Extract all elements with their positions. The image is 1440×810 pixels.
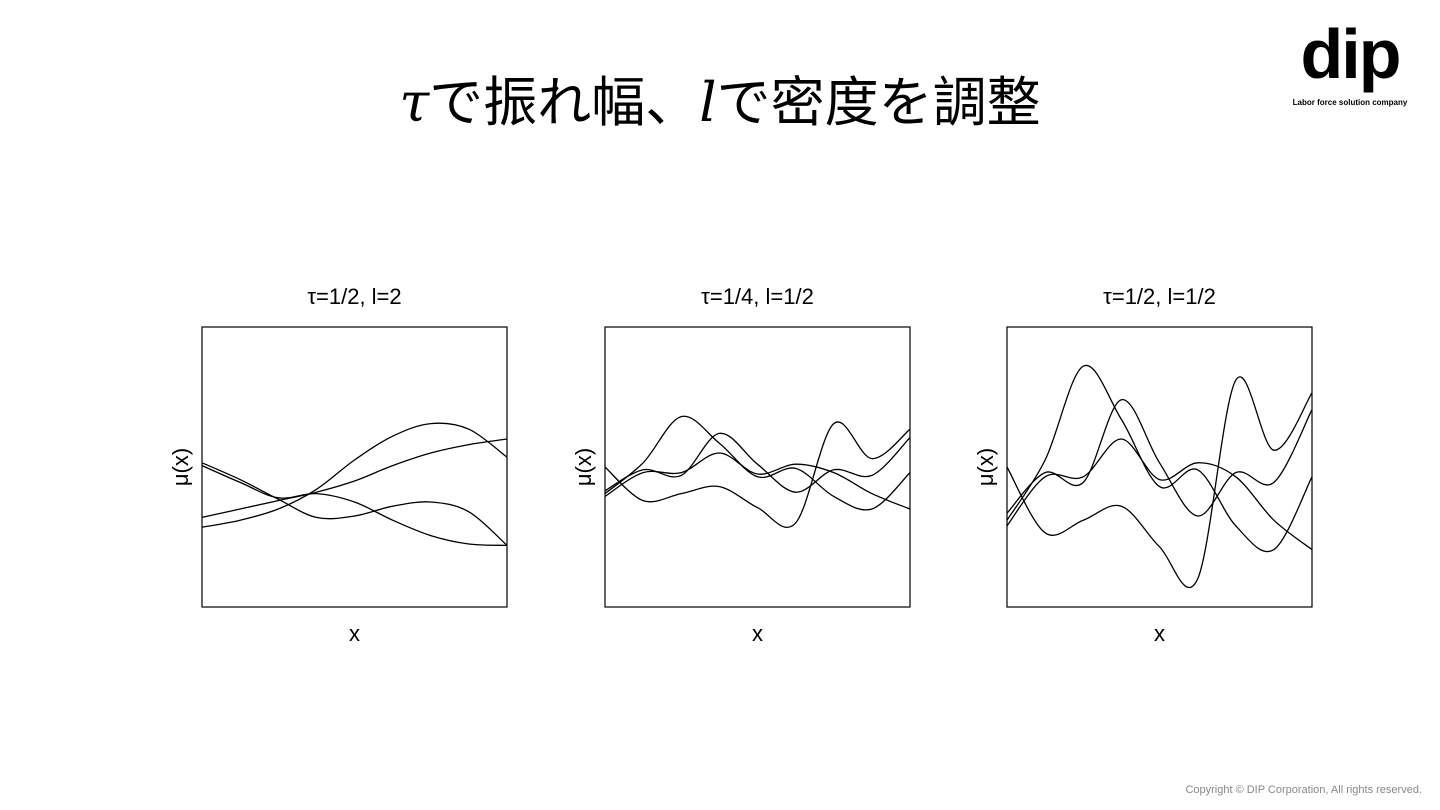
series-line-3 [1006, 399, 1313, 517]
chart-title: τ=1/4, l=1/2 [701, 284, 814, 309]
logo-tagline: Labor force solution company [1292, 98, 1408, 107]
chart-title: τ=1/2, l=1/2 [1103, 284, 1216, 309]
series-line-3 [201, 462, 508, 546]
x-axis-label: x [349, 621, 360, 646]
logo-mark: dip [1300, 15, 1402, 93]
slide-title: τで振れ幅、lで密度を調整 [0, 68, 1440, 138]
plot-frame [604, 326, 911, 608]
title-l: l [699, 71, 717, 134]
chart-title: τ=1/2, l=2 [307, 284, 401, 309]
title-text-1: で振れ幅、 [429, 71, 700, 134]
title-tau: τ [399, 71, 430, 134]
series-line-2 [1006, 376, 1313, 589]
series-line-4 [201, 465, 508, 547]
plot-frame [201, 326, 508, 608]
dip-logo: dip Labor force solution company [1270, 12, 1430, 108]
series-line-1 [201, 422, 508, 528]
series-line-2 [201, 438, 508, 519]
plot-frame [1006, 326, 1313, 608]
y-axis-label: μ(x) [168, 448, 193, 486]
series-line-4 [604, 452, 911, 510]
series-line-3 [604, 432, 911, 493]
series-line-1 [1006, 364, 1313, 553]
x-axis-label: x [752, 621, 763, 646]
series-line-1 [604, 415, 911, 511]
y-axis-label: μ(x) [571, 448, 596, 486]
series-line-4 [1006, 438, 1313, 551]
series-line-2 [604, 421, 911, 528]
copyright: Copyright © DIP Corporation, All rights … [1185, 784, 1422, 796]
y-axis-label: μ(x) [973, 448, 998, 486]
title-text-2: で密度を調整 [716, 71, 1041, 134]
x-axis-label: x [1154, 621, 1165, 646]
